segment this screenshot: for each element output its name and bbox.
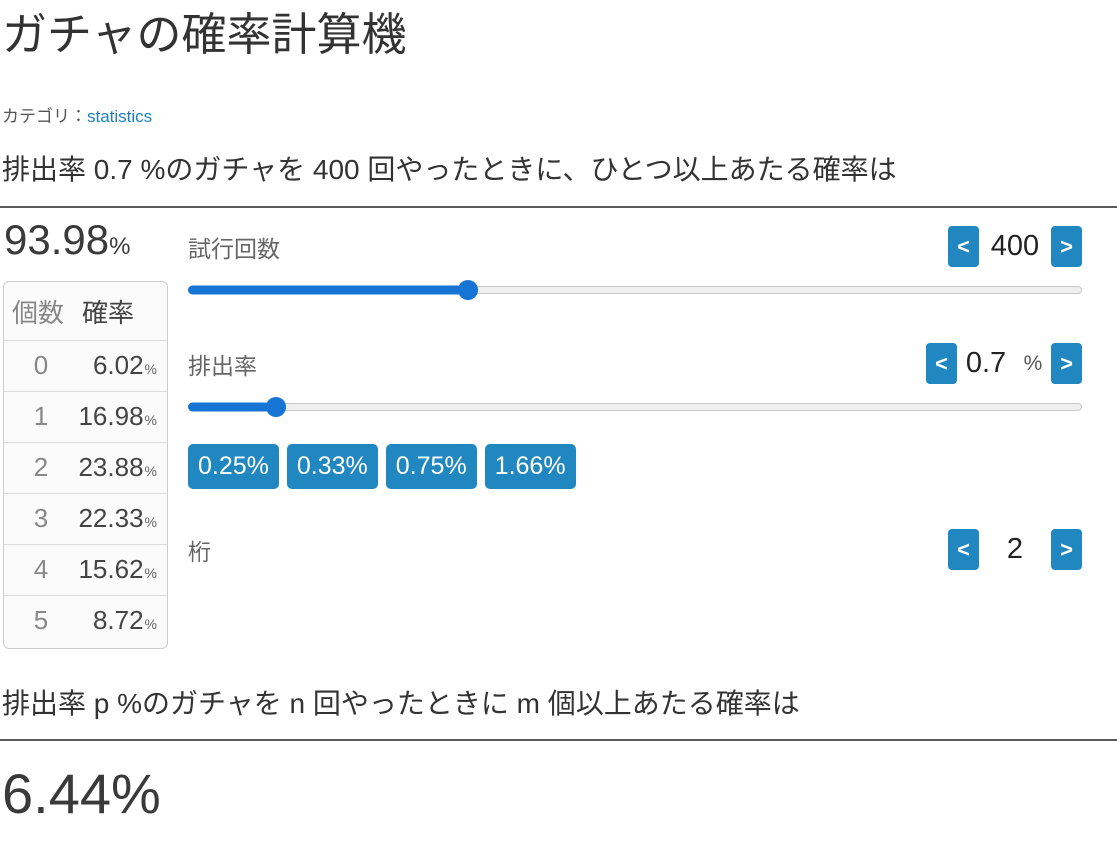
rate-preset-button[interactable]: 1.66%: [484, 443, 576, 489]
table-row: 3 22.33%: [4, 492, 167, 544]
divider-bottom: [0, 739, 1117, 742]
digits-decrement-button[interactable]: <: [948, 529, 979, 571]
trials-slider-thumb[interactable]: [457, 279, 478, 300]
rate-unit-label: %: [1023, 351, 1043, 375]
rate-preset-button[interactable]: 0.75%: [385, 443, 477, 489]
table-row: 0 6.02%: [4, 339, 167, 391]
digits-stepper: < 2 >: [948, 529, 1082, 571]
rate-decrement-button[interactable]: <: [926, 343, 957, 385]
trials-label: 試行回数: [188, 235, 280, 262]
probability-table-body: 0 6.02% 1 16.98% 2 23.88%: [4, 339, 167, 646]
row-count: 3: [33, 502, 49, 533]
digits-value: 2: [1006, 533, 1024, 566]
digits-label: 桁: [188, 538, 211, 565]
category-label: カテゴリ：: [2, 107, 87, 126]
row-probability: 15.62%: [78, 553, 157, 584]
rate-slider-track: [188, 402, 1082, 411]
trials-control-row: 試行回数 < 400 >: [188, 226, 1082, 268]
rate-preset-button[interactable]: 0.33%: [286, 443, 378, 489]
digits-increment-button[interactable]: >: [1051, 529, 1082, 571]
rate-slider-thumb[interactable]: [265, 396, 286, 417]
trials-stepper: < 400 >: [948, 226, 1082, 268]
table-row: 5 8.72%: [4, 594, 167, 646]
row-count: 4: [33, 553, 49, 584]
rate-increment-button[interactable]: >: [1051, 343, 1082, 385]
row-probability: 8.72%: [92, 604, 157, 635]
controls-column: 試行回数 < 400 > 排出率 < 0.7 % >: [188, 218, 1082, 571]
question-text-bottom: 排出率 p %のガチャを n 回やったときに m 個以上あたる確率は: [2, 687, 800, 719]
row-count: 1: [33, 400, 49, 431]
row-probability: 23.88%: [78, 451, 157, 482]
table-row: 2 23.88%: [4, 441, 167, 493]
row-count: 5: [33, 604, 49, 635]
table-row: 1 16.98%: [4, 390, 167, 442]
question-text-top: 排出率 0.7 %のガチャを 400 回やったときに、ひとつ以上あたる確率は: [2, 154, 897, 185]
row-count: 0: [33, 349, 49, 380]
rate-preset-button[interactable]: 0.25%: [188, 443, 279, 489]
trials-slider[interactable]: [188, 279, 1082, 301]
divider-top: [0, 205, 1117, 208]
row-probability: 16.98%: [78, 400, 157, 431]
row-probability: 6.02%: [92, 349, 157, 380]
rate-label: 排出率: [188, 352, 257, 379]
primary-result: 93.98%: [4, 215, 173, 263]
rate-slider-fill: [188, 402, 276, 412]
rate-stepper: < 0.7 % >: [926, 343, 1082, 385]
row-count: 2: [33, 451, 49, 482]
trials-decrement-button[interactable]: <: [948, 226, 979, 268]
trials-increment-button[interactable]: >: [1051, 226, 1082, 268]
results-column: 93.98% 個数 確率 0 6.02% 1: [3, 215, 173, 649]
rate-slider[interactable]: [188, 396, 1082, 418]
calculator-area: 93.98% 個数 確率 0 6.02% 1: [3, 215, 1082, 649]
secondary-result: 6.44%: [2, 762, 161, 826]
probability-table: 個数 確率 0 6.02% 1 16.98%: [3, 280, 168, 649]
trials-value: 400: [990, 230, 1040, 263]
digits-control-row: 桁 < 2 >: [188, 529, 1082, 571]
primary-result-unit: %: [109, 232, 131, 260]
category-line: カテゴリ：statistics: [2, 102, 1117, 127]
rate-value: 0.7: [965, 347, 1007, 380]
column-header-count: 個数: [12, 297, 65, 328]
category-link[interactable]: statistics: [87, 107, 153, 126]
primary-result-value: 93.98: [4, 215, 110, 263]
probability-table-header: 個数 確率: [4, 284, 167, 340]
rate-preset-buttons: 0.25% 0.33% 0.75% 1.66%: [188, 443, 1082, 489]
rate-control-row: 排出率 < 0.7 % >: [188, 343, 1082, 385]
table-row: 4 15.62%: [4, 543, 167, 595]
column-header-probability: 確率: [82, 297, 135, 328]
row-probability: 22.33%: [78, 502, 157, 533]
page-title: ガチャの確率計算機: [2, 9, 407, 60]
trials-slider-fill: [188, 285, 468, 295]
